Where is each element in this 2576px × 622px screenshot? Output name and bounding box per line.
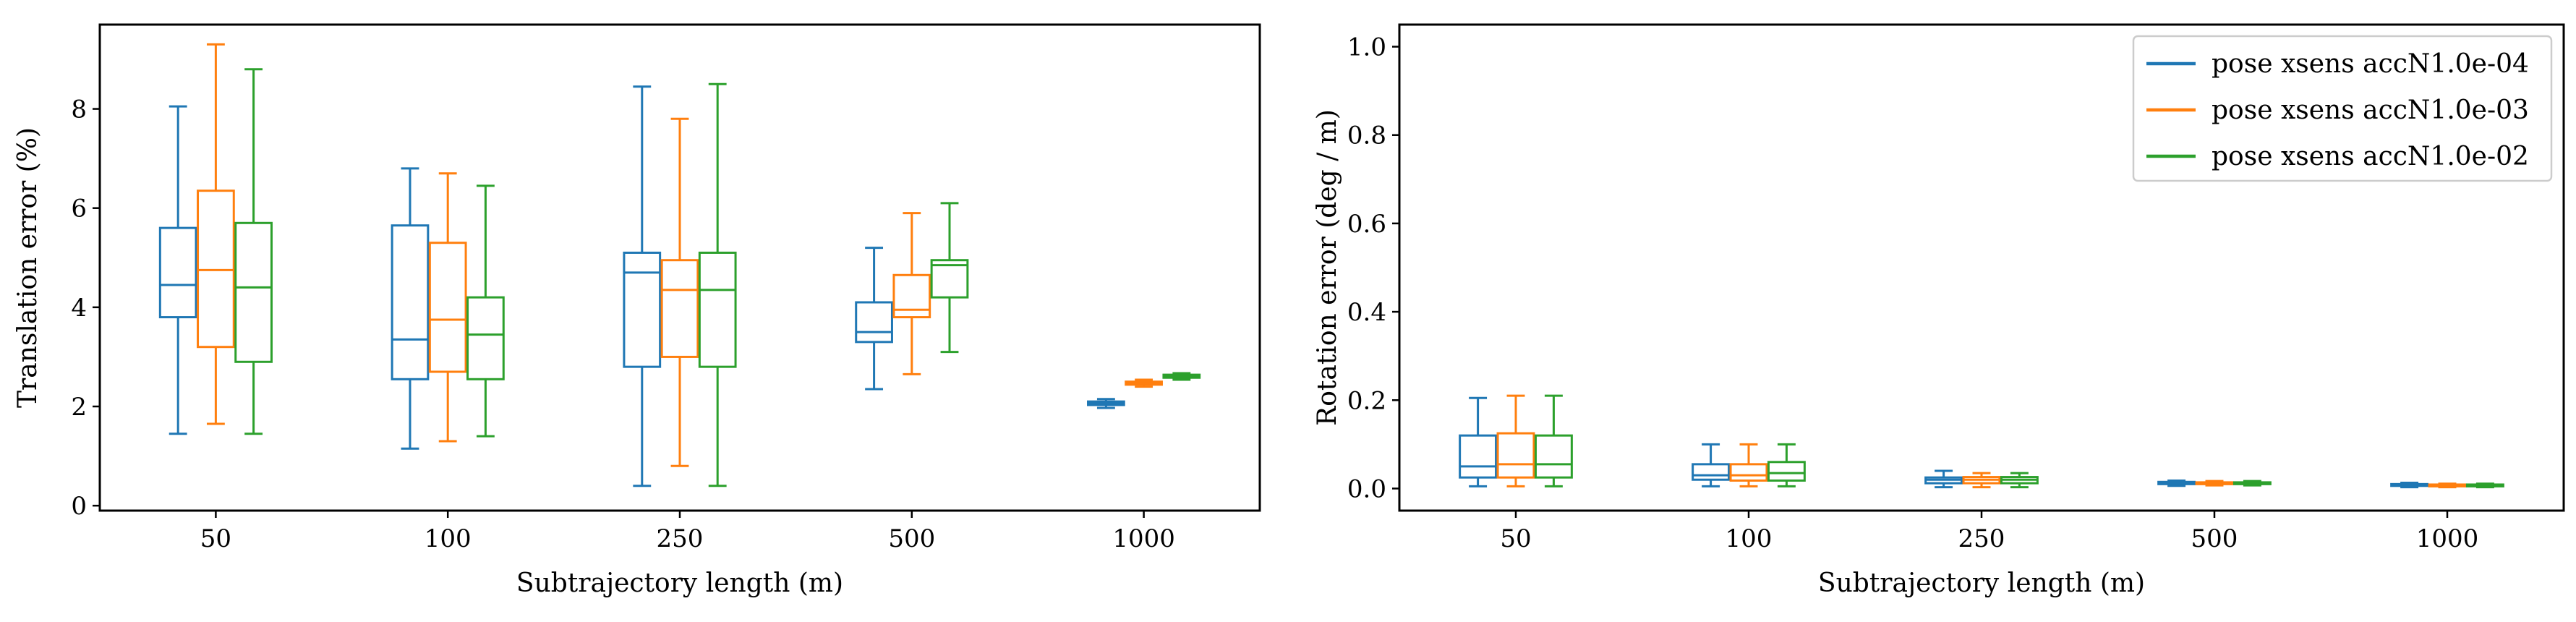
x-axis-label: Subtrajectory length (m) (516, 568, 843, 598)
iqr-box (892, 273, 931, 319)
box-2 (1924, 469, 1963, 489)
box-1 (1767, 443, 1806, 487)
box-4 (2390, 482, 2429, 489)
iqr-box (1496, 432, 1535, 479)
y-tick-label: 6 (71, 195, 87, 223)
x-tick-label: 1000 (2416, 524, 2479, 553)
box-1 (391, 167, 430, 450)
legend: pose xsens accN1.0e-04 pose xsens accN1.0… (2132, 35, 2553, 182)
box-1 (428, 172, 467, 443)
box-0 (1496, 394, 1535, 487)
box-4 (1162, 372, 1201, 381)
x-tick-label: 100 (1726, 524, 1773, 553)
box-0 (1459, 396, 1498, 487)
legend-label: pose xsens accN1.0e-04 (2212, 49, 2529, 79)
box-0 (158, 105, 197, 435)
x-tick-label: 50 (1500, 524, 1531, 553)
y-axis-label: Rotation error (deg / m) (1313, 109, 1342, 426)
iqr-box (1692, 463, 1731, 481)
legend-frame (2132, 35, 2553, 182)
x-tick-label: 500 (2191, 524, 2238, 553)
box-3 (855, 247, 893, 391)
y-tick-label: 0.8 (1347, 122, 1386, 150)
iqr-box (660, 259, 699, 358)
iqr-box (1729, 463, 1768, 482)
x-axis-label: Subtrajectory length (m) (1818, 568, 2145, 598)
iqr-box (930, 259, 969, 299)
iqr-box (466, 296, 505, 380)
series-1 (197, 43, 1163, 467)
box-1 (466, 184, 505, 438)
box-1 (1692, 443, 1731, 487)
box-3 (892, 212, 931, 375)
box-3 (2195, 480, 2234, 487)
box-3 (2232, 480, 2272, 487)
iqr-box (234, 221, 273, 363)
y-tick-label: 8 (71, 95, 87, 124)
box-1 (1729, 443, 1768, 487)
iqr-box (428, 242, 467, 373)
iqr-box (855, 301, 893, 344)
box-4 (2465, 482, 2504, 489)
x-tick-label: 500 (888, 524, 935, 553)
y-tick-label: 0.0 (1347, 474, 1386, 503)
series-2 (234, 68, 1201, 487)
iqr-box (197, 189, 235, 349)
x-tick-label: 250 (1958, 524, 2005, 553)
box-2 (660, 117, 699, 467)
box-3 (930, 202, 969, 354)
y-tick-label: 0 (71, 492, 87, 521)
series-0 (1459, 396, 2429, 489)
box-3 (2157, 479, 2196, 487)
box-2 (2000, 472, 2039, 489)
box-2 (623, 85, 662, 487)
y-tick-label: 4 (71, 294, 87, 323)
iqr-box (698, 251, 737, 368)
legend-label: pose xsens accN1.0e-03 (2212, 95, 2529, 125)
box-4 (1125, 378, 1163, 388)
box-2 (698, 82, 737, 487)
iqr-box (623, 251, 662, 368)
y-axis-label: Translation error (%) (13, 127, 43, 408)
iqr-box (391, 224, 430, 380)
box-0 (234, 68, 273, 435)
iqr-box (1459, 434, 1498, 479)
box-4 (2428, 482, 2467, 489)
y-tick-label: 0.4 (1347, 298, 1386, 327)
y-tick-label: 0.6 (1347, 210, 1386, 239)
iqr-box (158, 226, 197, 319)
series-1 (1496, 394, 2467, 489)
translation-error-plot: 0 2 4 6 8 50 100 250 500 1000 Subtrajectory length… (13, 23, 1261, 598)
series-2 (1534, 394, 2504, 489)
legend-label: pose xsens accN1.0e-02 (2212, 142, 2529, 171)
iqr-box (1534, 434, 1573, 479)
rotation-error-plot: 0.0 0.2 0.4 0.6 0.8 1.0 50 100 250 500 1000 Subtraj… (1313, 23, 2565, 598)
x-tick-label: 50 (200, 524, 231, 553)
box-0 (197, 43, 235, 425)
box-0 (1534, 394, 1573, 487)
y-tick-label: 1.0 (1347, 33, 1386, 62)
box-2 (1962, 472, 2001, 489)
box-4 (1087, 398, 1125, 409)
iqr-box (1767, 461, 1806, 482)
y-tick-label: 0.2 (1347, 386, 1386, 415)
y-tick-label: 2 (71, 393, 87, 422)
series-0 (158, 85, 1125, 487)
x-tick-label: 1000 (1112, 524, 1175, 553)
x-tick-label: 100 (425, 524, 472, 553)
x-tick-label: 250 (657, 524, 704, 553)
